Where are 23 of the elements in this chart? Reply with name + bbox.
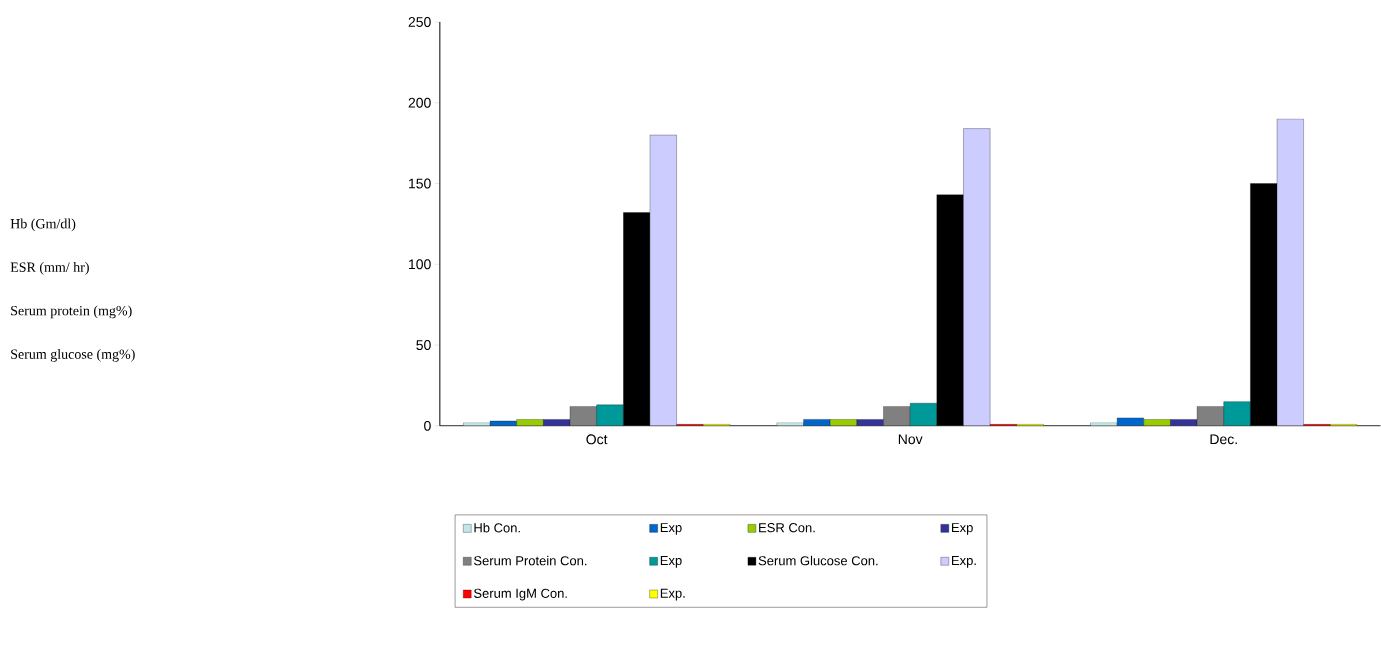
legend-label: Serum IgM Con.: [473, 588, 567, 601]
legend-label: Serum Protein Con.: [473, 555, 587, 566]
text: Hb (Gm/dl): [10, 218, 76, 232]
x-tick-label: Oct: [586, 434, 608, 445]
text: Serum protein (mg%): [11, 305, 132, 319]
legend-label: Exp.: [952, 556, 976, 568]
y-tick-label: 200: [408, 97, 431, 108]
y-tick-label: 50: [416, 340, 431, 351]
legend-label: ESR Con.: [759, 523, 815, 533]
legend-label: Exp: [660, 523, 682, 535]
text: ESR (mm/ hr): [10, 262, 89, 275]
y-tick-label: 0: [424, 420, 431, 431]
legend-label: Serum Glucose Con.: [758, 555, 878, 566]
y-tick-label: 250: [408, 17, 431, 28]
legend-label: Exp: [952, 523, 973, 535]
y-tick-label: 100: [409, 259, 431, 270]
x-tick-label: Dec.: [1210, 434, 1237, 445]
y-tick-label: 150: [409, 178, 431, 189]
legend-label: Hb Con.: [474, 523, 520, 533]
x-tick-label: Nov: [898, 434, 923, 445]
legend-label: Exp.: [660, 588, 685, 601]
text: Serum glucose (mg%): [11, 349, 135, 362]
legend-label: Exp: [660, 556, 682, 568]
